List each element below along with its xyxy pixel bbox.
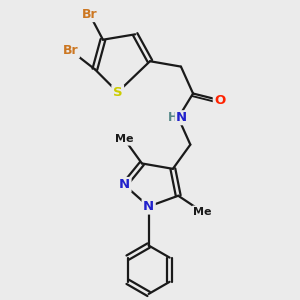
Text: Me: Me — [193, 207, 212, 217]
Text: H: H — [167, 111, 177, 124]
Text: Br: Br — [82, 8, 97, 21]
Text: S: S — [113, 86, 122, 99]
Text: Br: Br — [63, 44, 79, 57]
Text: O: O — [214, 94, 226, 107]
Text: N: N — [176, 111, 187, 124]
Text: Me: Me — [115, 134, 134, 144]
Text: N: N — [143, 200, 154, 213]
Text: N: N — [119, 178, 130, 191]
